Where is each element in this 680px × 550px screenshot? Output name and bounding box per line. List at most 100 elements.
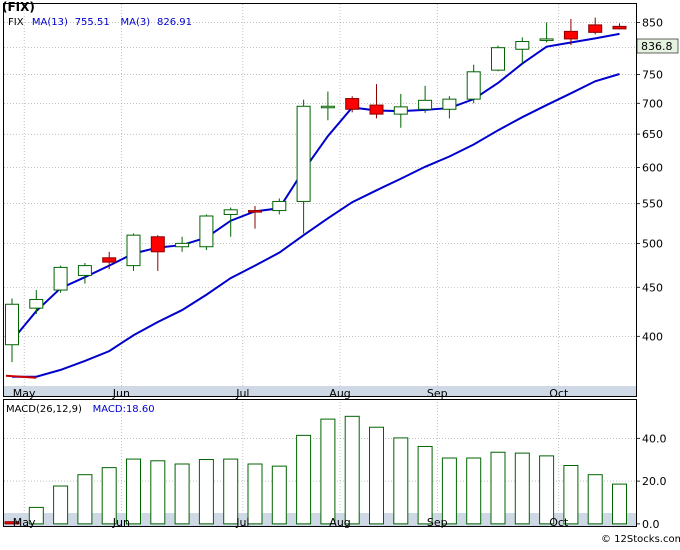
macd-bar [28,506,44,525]
candle [588,17,603,35]
candle [515,37,530,64]
candle-body [248,210,262,213]
price-ytick-label: 750 [642,69,663,82]
macd-bar [369,426,384,525]
candle-body [272,200,287,212]
candle [223,207,238,237]
candle-body [491,47,505,71]
price-ytick-label: 850 [642,16,663,29]
candle-body [563,30,578,40]
candle [296,99,311,234]
candle [369,84,384,119]
macd-bar [344,415,360,525]
price-ytick-label: 500 [642,237,663,250]
ma-long-start-segment [5,374,37,379]
macd-bar [320,418,336,525]
macd-bar [587,474,603,525]
macd-bar [539,455,555,525]
candle-body [77,265,92,276]
candle [102,251,117,270]
candle-body [320,105,335,109]
candle [175,236,190,252]
macd-month-label: Oct [549,516,569,529]
macd-bar [53,485,69,525]
price-ytick-label: 550 [642,198,663,211]
macd-bar [198,459,214,525]
price-ytick-label: 700 [642,97,663,110]
candle [345,96,360,113]
price-month-label: Aug [329,387,350,400]
price-month-label: Oct [549,387,569,400]
candle [272,198,287,215]
macd-bar [490,451,506,525]
macd-legend-label: MACD:18.60 [93,404,155,415]
price-legend: FIX MA(13) 755.51 MA(3) 826.91 [8,17,192,28]
candle-body [393,106,408,115]
candle [199,214,214,251]
candle-body [418,99,433,110]
price-legend-label: FIX [8,17,24,28]
candle [29,290,44,315]
macd-ytick-label: 0.0 [642,518,660,531]
candle-body [466,71,481,100]
footer-watermark: © 12Stocks.com [601,534,680,545]
macd-bar [514,452,530,525]
macd-bar [150,460,166,525]
candle-body [515,40,530,50]
macd-bar [441,457,457,525]
price-ytick-label: 400 [642,330,663,343]
candle-body [369,104,384,115]
macd-month-label: May [13,516,36,529]
price-legend-value: 755.51 [75,17,110,28]
price-y-axis: 400450500550600650700750800850 [636,16,663,343]
candle [53,265,68,293]
price-candles [5,17,627,363]
macd-month-label: Jun [112,516,130,529]
price-month-label: Sep [427,387,448,400]
candle [442,96,457,119]
macd-bar [417,445,433,525]
macd-ytick-label: 20.0 [642,475,667,488]
price-panel [3,3,637,397]
candle [126,233,141,271]
price-ytick-label: 450 [642,281,663,294]
macd-bars [4,415,627,525]
macd-bar [563,464,579,525]
price-month-labels: May Jun Jul Aug Sep Oct [13,387,569,400]
macd-bar [271,465,287,525]
price-moving-averages [5,32,620,379]
candle [5,298,19,363]
price-ytick-label: 650 [642,128,663,141]
candle-body [223,209,238,215]
candle [539,22,554,43]
candle-body [588,24,603,33]
macd-month-labels: May Jun Jul Aug Sep Oct [13,516,569,529]
macd-bar [174,463,190,525]
candle [491,45,505,72]
macd-legend-label: MACD(26,12,9) [6,404,82,415]
ma-long-line [12,73,620,378]
candle [418,85,433,113]
price-grid [4,4,636,386]
macd-month-label: Sep [427,516,448,529]
candle-body [539,38,554,41]
macd-bar [612,483,627,525]
candle [248,205,262,229]
candle-body [150,236,165,253]
candle-body [126,234,141,267]
price-month-label: Jun [112,387,130,400]
candle [612,23,627,30]
candle-body [612,25,627,30]
candle [563,19,578,46]
macd-month-label: Aug [329,516,350,529]
macd-bar [296,434,312,525]
macd-y-axis: 0.0 20.0 40.0 [636,432,667,531]
macd-bar [101,467,117,525]
macd-bar [393,437,409,525]
candle [150,235,165,271]
macd-bar [126,458,141,525]
macd-bar [77,474,93,525]
candle [466,64,481,104]
price-ytick-label: 600 [642,161,663,174]
